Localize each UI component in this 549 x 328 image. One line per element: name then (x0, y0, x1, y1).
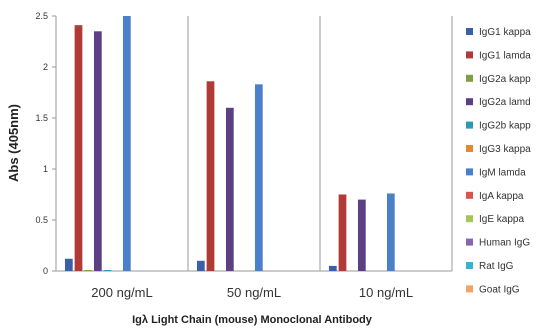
legend-label: IgA kappa (479, 191, 524, 202)
legend-swatch (466, 215, 473, 223)
y-axis: 0 0.5 1 1.5 2 2.5 (35, 11, 56, 276)
x-tick-label: 10 ng/mL (359, 285, 413, 300)
legend-swatch (466, 98, 473, 106)
y-tick-label: 1.5 (35, 113, 48, 123)
bar (357, 199, 366, 271)
legend-label: IgG1 kappa (479, 27, 531, 38)
legend-label: IgG3 kappa (479, 144, 531, 155)
bar (196, 260, 205, 271)
legend-swatch (466, 238, 473, 246)
bar (206, 81, 215, 271)
legend-swatch (466, 262, 473, 269)
bar (122, 16, 131, 271)
legend-label: IgG2a kapp (479, 74, 531, 85)
bar (93, 31, 102, 271)
bar (254, 84, 263, 271)
legend-label: IgG2a lamd (479, 97, 531, 108)
legend-label: Goat IgG (479, 284, 520, 295)
bar (225, 107, 234, 271)
legend-label: IgG1 lamda (479, 50, 531, 61)
y-tick-label: 0 (43, 266, 48, 276)
y-tick-label: 2.5 (35, 11, 48, 21)
legend-swatch (466, 145, 473, 152)
legend-label: IgE kappa (479, 214, 524, 225)
legend-label: Human IgG (479, 238, 530, 249)
x-axis: 200 ng/mL 50 ng/mL 10 ng/mL (91, 285, 413, 300)
y-tick-label: 1 (43, 164, 48, 174)
legend-label: IgG2b kapp (479, 121, 531, 132)
legend-swatch (466, 285, 473, 293)
y-axis-title: Abs (405nm) (6, 104, 21, 182)
bar (64, 258, 73, 271)
bar (74, 25, 83, 272)
y-tick-label: 2 (43, 62, 48, 72)
x-axis-title: Igλ Light Chain (mouse) Monoclonal Antib… (132, 314, 373, 326)
legend-swatch (466, 51, 473, 59)
x-tick-label: 200 ng/mL (91, 285, 152, 300)
plot-area (55, 16, 453, 272)
bar (328, 265, 337, 271)
legend: IgG1 kappa IgG1 lamda IgG2a kapp IgG2a lamd… (466, 27, 531, 295)
legend-swatch (466, 121, 473, 129)
legend-swatch (466, 168, 473, 176)
bar (84, 269, 93, 271)
bar (386, 193, 395, 271)
bar (338, 194, 347, 271)
x-tick-label: 50 ng/mL (227, 285, 281, 300)
legend-swatch (466, 191, 473, 199)
legend-swatch (466, 74, 473, 82)
bar (103, 269, 112, 271)
bars (64, 16, 395, 272)
legend-label: Rat IgG (479, 261, 514, 272)
legend-label: IgM lamda (479, 167, 526, 178)
y-tick-label: 0.5 (35, 215, 48, 225)
legend-swatch (466, 28, 473, 35)
